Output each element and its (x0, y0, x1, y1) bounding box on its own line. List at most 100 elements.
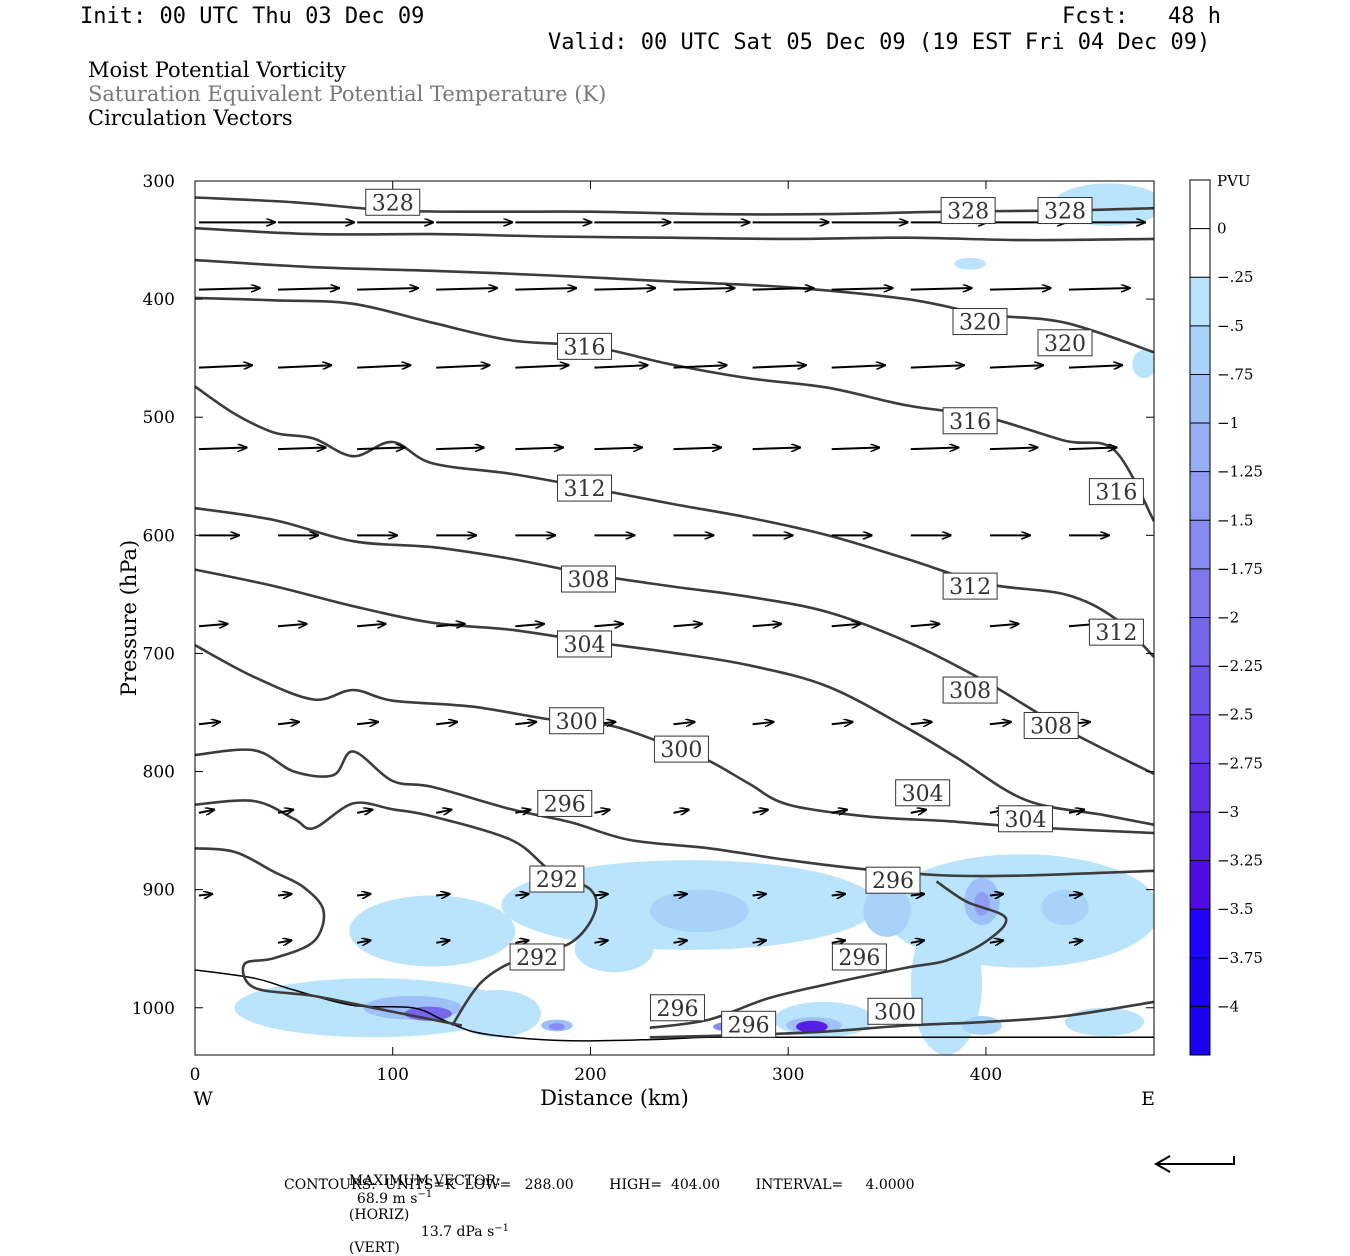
wind-vector (752, 810, 768, 813)
y-tick-label: 500 (143, 408, 175, 428)
y-tick-label: 600 (143, 526, 175, 546)
contour-316 (195, 296, 1154, 522)
wind-vector (989, 624, 1019, 626)
y-tick-label: 900 (143, 881, 175, 901)
wind-vector (198, 365, 252, 367)
wind-vector (594, 448, 642, 450)
contour-label: 292 (529, 865, 585, 893)
wind-vector (198, 722, 220, 724)
wind-vector (989, 288, 1051, 290)
contour-label-box (1088, 618, 1144, 646)
pv-region (974, 892, 990, 916)
contour-label-box (509, 943, 565, 971)
contour-label-box (653, 735, 709, 763)
contours-info: CONTOURS: UNITS=K LOW= 288.00 HIGH= 404.… (284, 1177, 915, 1193)
colorbar-label: −1.25 (1217, 463, 1263, 481)
contour-label-box (549, 707, 605, 735)
y-tick-label: 800 (143, 763, 175, 783)
contour-label: 296 (721, 1010, 777, 1038)
wind-vector (910, 448, 959, 450)
wind-vector (436, 288, 497, 290)
reference-vector (1153, 1155, 1235, 1173)
contour-label-text: 304 (564, 633, 606, 658)
colorbar-label: −3.5 (1217, 900, 1253, 918)
colorbar-swatch (1189, 957, 1211, 1007)
wind-vector (752, 624, 782, 626)
colorbar-swatch (1189, 714, 1211, 764)
wind-vector (594, 894, 607, 896)
y-tick-label: 400 (143, 290, 175, 310)
wind-vector (594, 810, 609, 813)
colorbar-unit: PVU (1217, 172, 1251, 190)
contour-328 (195, 196, 1154, 216)
colorbar-swatch (1189, 617, 1211, 667)
colorbar-label: −.25 (1217, 268, 1253, 286)
cross-section-chart: 328 328 3283203203163163163123123123083083… (117, 172, 1263, 1110)
wind-vector (198, 448, 247, 450)
wind-vector (198, 624, 228, 626)
wind-vector (752, 940, 766, 942)
wind-vector (831, 288, 893, 290)
y-tick-label: 700 (143, 644, 175, 664)
wind-vector (594, 288, 655, 290)
wind-vector (515, 894, 528, 896)
contour-label-text: 328 (947, 200, 989, 225)
west-label: W (193, 1088, 213, 1110)
horiz-exponent: −1 (417, 1189, 433, 1200)
wind-vector (1068, 448, 1117, 450)
wind-vector (1068, 894, 1082, 896)
title-theta-es: Saturation Equivalent Potential Temperat… (88, 82, 607, 106)
contour-label-text: 296 (728, 1013, 770, 1038)
pv-region (649, 889, 749, 933)
wind-vector (989, 722, 1011, 724)
contour-label: 328 (940, 197, 996, 225)
wind-vector (515, 448, 563, 450)
wind-vector (989, 940, 1003, 942)
colorbar-label: −1 (1217, 414, 1239, 432)
wind-vector (831, 894, 845, 896)
contour-label: 296 (831, 943, 887, 971)
wind-vector (673, 810, 689, 813)
x-tick-label: 0 (190, 1065, 201, 1085)
wind-vector (752, 288, 814, 290)
wind-vector (673, 894, 687, 896)
wind-vector (831, 722, 853, 724)
wind-vector (515, 722, 536, 724)
pv-region (910, 913, 982, 1055)
wind-vector (673, 940, 687, 942)
terrain (195, 969, 1154, 1042)
wind-vector (515, 365, 568, 367)
wind-vector (515, 810, 530, 813)
wind-vector (1068, 810, 1084, 813)
wind-vector (356, 940, 370, 942)
east-label: E (1141, 1088, 1155, 1110)
wind-vector (198, 810, 214, 813)
wind-vector (436, 365, 489, 367)
contour-label-box (895, 779, 951, 807)
contour-label-box (865, 866, 921, 894)
wind-vector (1068, 365, 1122, 367)
contour-label: 316 (1088, 478, 1144, 506)
colorbar-swatch (1189, 325, 1211, 375)
wind-vector (910, 810, 926, 813)
contour-label: 304 (997, 805, 1053, 833)
colorbar-swatch (1189, 179, 1211, 229)
colorbar-label: −.75 (1217, 365, 1253, 383)
x-tick-label: 300 (772, 1065, 804, 1085)
colorbar-swatch (1189, 228, 1211, 278)
contour-label: 296 (537, 789, 593, 817)
wind-vector (356, 810, 372, 813)
wind-vector (278, 448, 326, 450)
contour-label-box (831, 943, 887, 971)
pv-region (954, 257, 986, 270)
colorbar-swatch (1189, 471, 1211, 521)
pv-region (863, 884, 911, 937)
contour-label-box (940, 197, 996, 225)
contour-label: 320 (1037, 329, 1093, 357)
colorbar-label: −3 (1217, 803, 1239, 821)
vert-tag: (VERT) (348, 1240, 400, 1256)
pv-region (1065, 1007, 1145, 1037)
contour-label-text: 308 (1030, 714, 1072, 739)
wind-vector (436, 894, 449, 896)
wind-vector (831, 365, 885, 367)
